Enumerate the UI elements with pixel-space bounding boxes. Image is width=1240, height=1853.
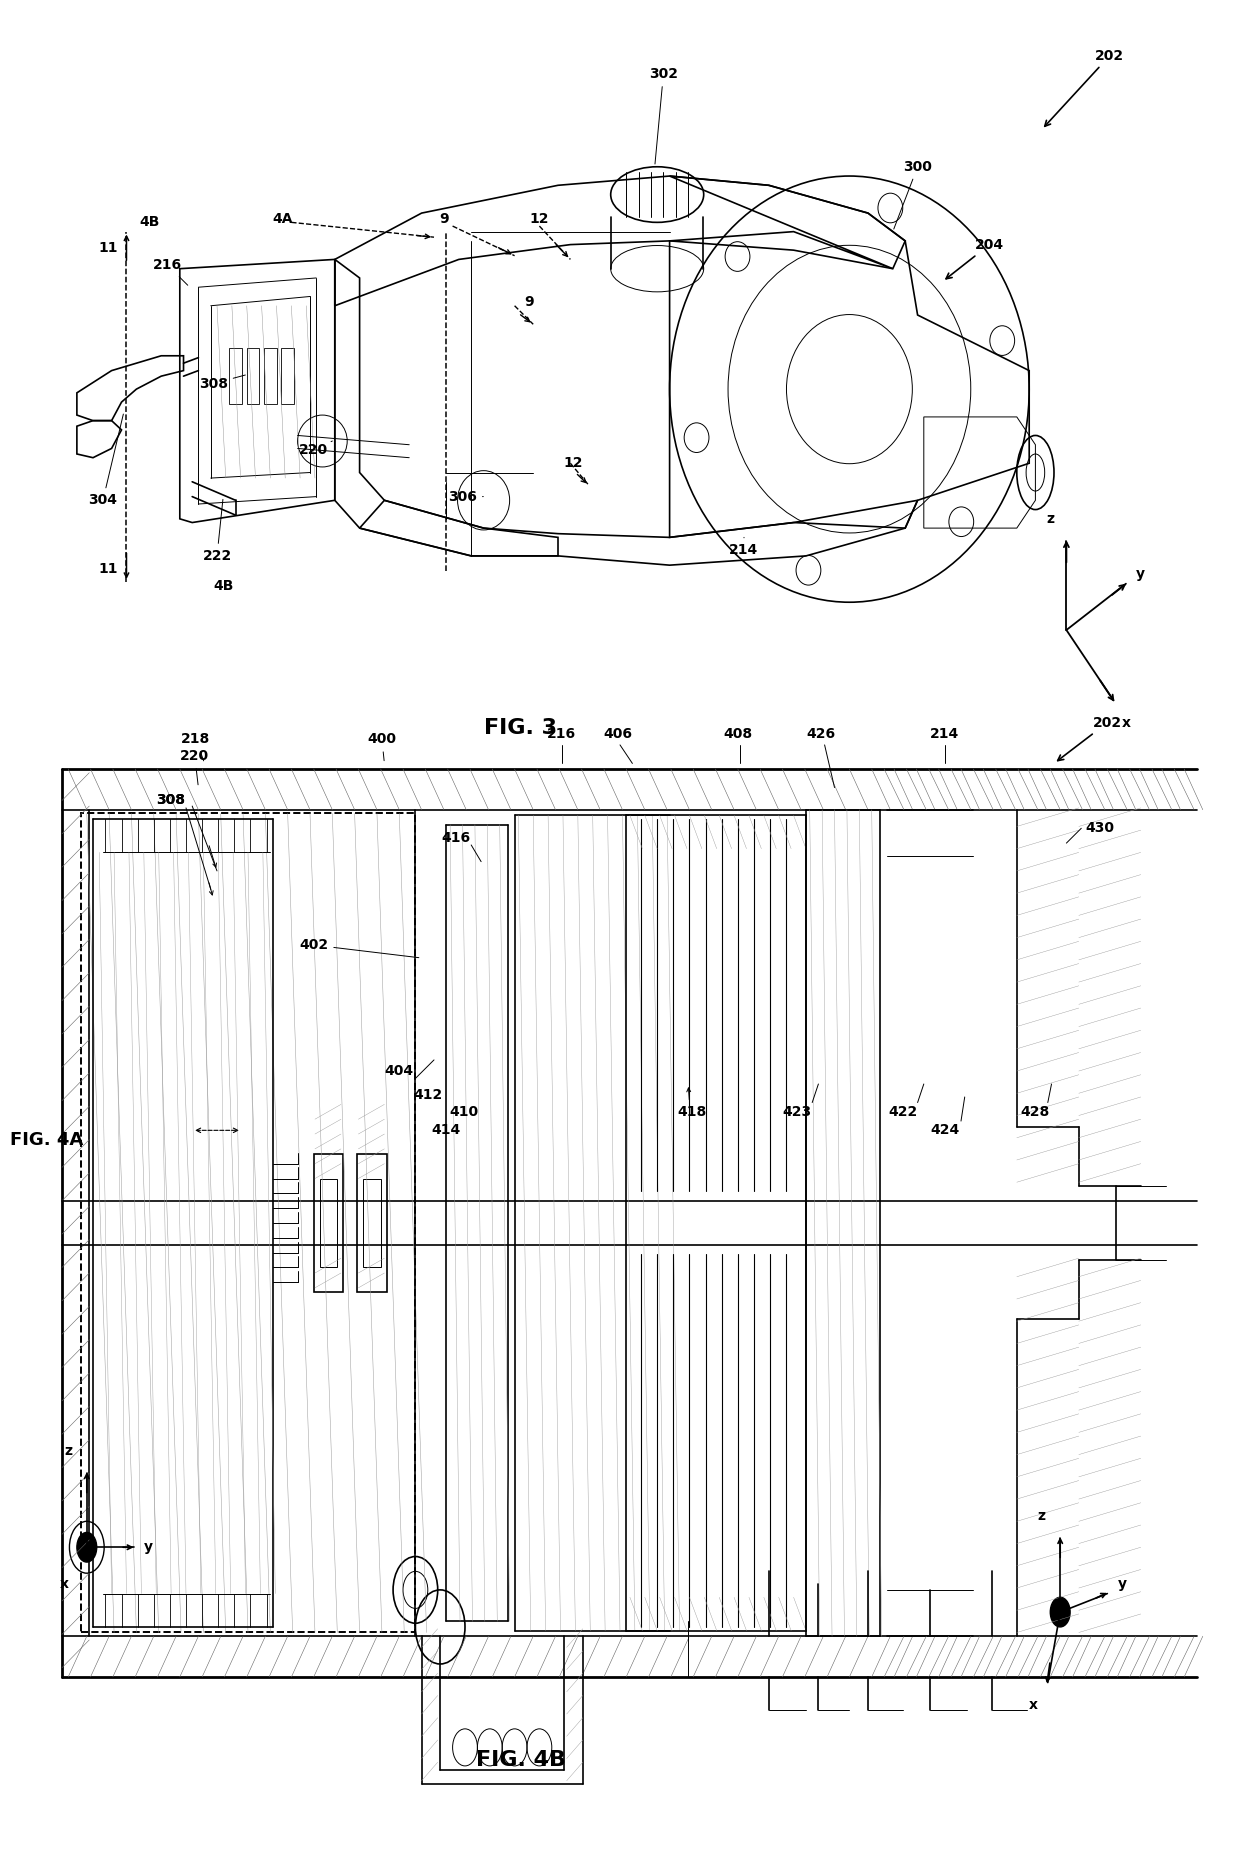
Text: 218: 218 xyxy=(181,732,211,762)
Text: 4B: 4B xyxy=(213,578,233,593)
Text: 422: 422 xyxy=(888,1104,918,1119)
Text: x: x xyxy=(60,1577,69,1592)
Text: 304: 304 xyxy=(88,413,123,508)
Text: y: y xyxy=(1136,567,1146,582)
Text: 308: 308 xyxy=(156,793,186,808)
Text: 418: 418 xyxy=(677,1104,707,1119)
Text: 306: 306 xyxy=(448,489,484,504)
Text: 308: 308 xyxy=(156,793,186,808)
Text: 12: 12 xyxy=(563,456,583,471)
Text: 300: 300 xyxy=(894,159,932,230)
Text: 220: 220 xyxy=(299,441,332,458)
Text: 423: 423 xyxy=(782,1104,812,1119)
Text: 426: 426 xyxy=(806,726,836,741)
Text: 402: 402 xyxy=(299,938,419,958)
Bar xyxy=(247,348,259,404)
Text: 406: 406 xyxy=(603,726,632,741)
Bar xyxy=(81,813,415,1632)
Text: 214: 214 xyxy=(930,726,960,741)
Text: 414: 414 xyxy=(432,1123,461,1138)
Text: 404: 404 xyxy=(384,1064,414,1078)
Bar xyxy=(357,1154,387,1292)
Circle shape xyxy=(1050,1597,1070,1627)
Text: 408: 408 xyxy=(723,726,753,741)
Text: 204: 204 xyxy=(946,237,1004,278)
Text: 220: 220 xyxy=(180,749,210,786)
Text: FIG. 3: FIG. 3 xyxy=(485,719,557,737)
Text: 9: 9 xyxy=(439,211,449,226)
Text: 216: 216 xyxy=(547,726,577,741)
Text: 11: 11 xyxy=(98,561,118,576)
Bar xyxy=(320,1179,337,1267)
Text: 222: 222 xyxy=(202,498,232,563)
Text: 430: 430 xyxy=(1085,821,1114,836)
Text: 308: 308 xyxy=(198,374,246,391)
Text: FIG. 4B: FIG. 4B xyxy=(476,1751,565,1770)
Text: 11: 11 xyxy=(98,241,118,256)
Text: y: y xyxy=(144,1540,154,1555)
Bar xyxy=(229,348,242,404)
Text: 4B: 4B xyxy=(139,215,159,230)
Text: 412: 412 xyxy=(413,1088,443,1103)
Text: 202: 202 xyxy=(1045,48,1125,126)
Text: x: x xyxy=(1028,1697,1038,1712)
Bar xyxy=(314,1154,343,1292)
Text: 12: 12 xyxy=(529,211,549,226)
Text: 302: 302 xyxy=(649,67,678,165)
Text: 428: 428 xyxy=(1021,1104,1050,1119)
Text: 4A: 4A xyxy=(273,211,293,226)
Text: z: z xyxy=(1047,511,1054,526)
Bar xyxy=(264,348,277,404)
Text: 400: 400 xyxy=(367,732,397,762)
Text: 424: 424 xyxy=(930,1123,960,1138)
Text: z: z xyxy=(1038,1508,1045,1523)
Text: FIG. 4A: FIG. 4A xyxy=(10,1130,83,1149)
Text: 214: 214 xyxy=(729,537,759,558)
Bar xyxy=(281,348,294,404)
Text: 9: 9 xyxy=(525,295,534,309)
Text: x: x xyxy=(1121,715,1131,730)
Text: z: z xyxy=(64,1443,72,1458)
Text: 202: 202 xyxy=(1058,715,1122,760)
Text: 416: 416 xyxy=(441,830,471,845)
Text: 216: 216 xyxy=(153,258,187,285)
Circle shape xyxy=(77,1532,97,1562)
Bar xyxy=(363,1179,381,1267)
Text: y: y xyxy=(1117,1577,1127,1592)
Text: 410: 410 xyxy=(449,1104,479,1119)
